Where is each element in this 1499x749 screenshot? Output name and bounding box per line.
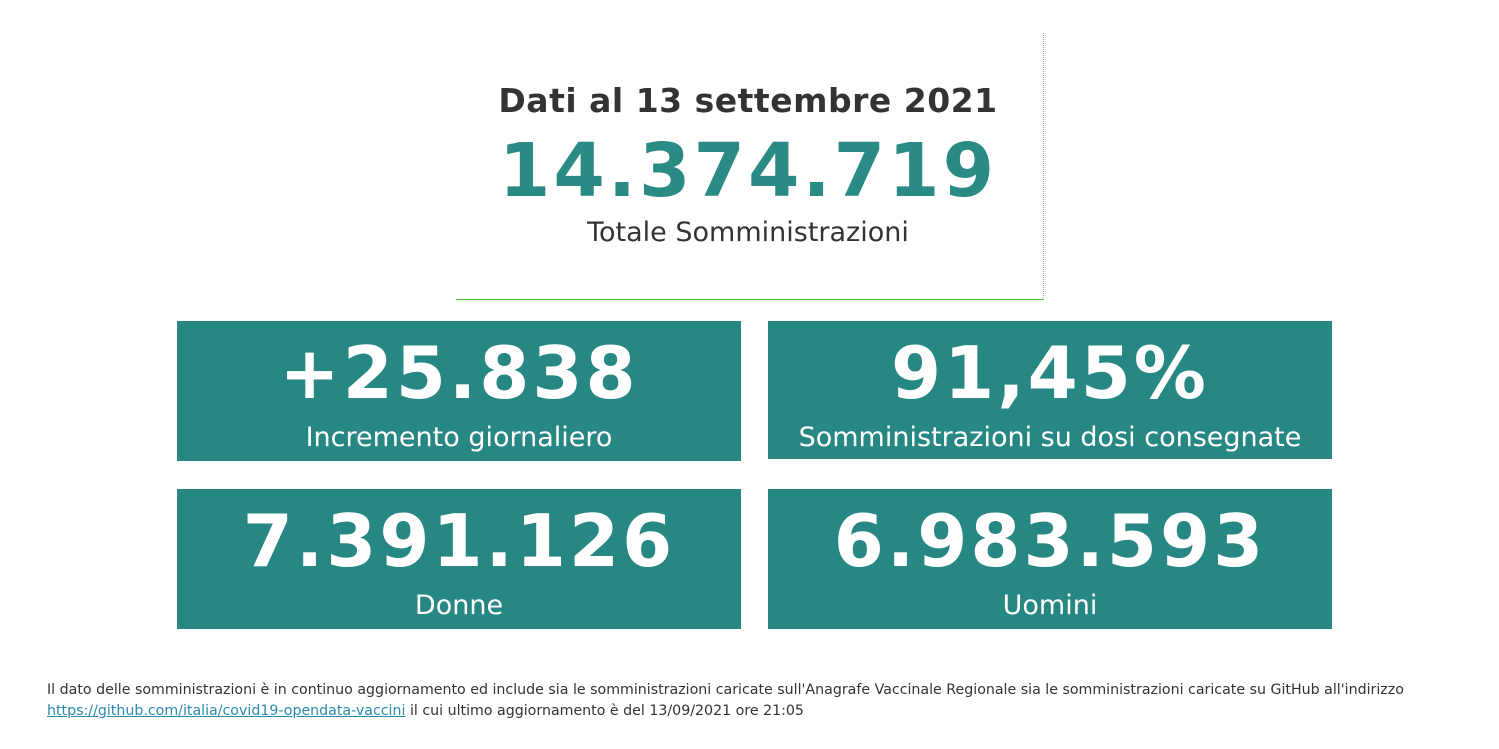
delivered-doses-ratio-card: 91,45% Somministrazioni su dosi consegna… (768, 321, 1332, 459)
delivered-doses-ratio-value: 91,45% (891, 331, 1209, 415)
women-card: 7.391.126 Donne (177, 489, 741, 629)
women-label: Donne (414, 590, 504, 621)
footnote-text-before: Il dato delle somministrazioni è in cont… (47, 682, 1404, 698)
daily-increment-card: +25.838 Incremento giornaliero (177, 321, 741, 461)
data-source-footnote: Il dato delle somministrazioni è in cont… (47, 680, 1487, 722)
daily-increment-value: +25.838 (279, 331, 639, 415)
daily-increment-label: Incremento giornaliero (305, 422, 613, 453)
delivered-doses-ratio-label: Somministrazioni su dosi consegnate (798, 422, 1302, 453)
men-card: 6.983.593 Uomini (768, 489, 1332, 629)
men-value: 6.983.593 (833, 499, 1267, 583)
men-label: Uomini (1002, 590, 1098, 621)
total-administrations-label: Totale Somministrazioni (587, 217, 909, 248)
date-title: Dati al 13 settembre 2021 (498, 81, 998, 120)
github-repository-link[interactable]: https://github.com/italia/covid19-openda… (47, 703, 406, 719)
footnote-text-after: il cui ultimo aggiornamento è del 13/09/… (409, 703, 804, 719)
summary-header: Dati al 13 settembre 2021 14.374.719 Tot… (456, 33, 1044, 300)
women-value: 7.391.126 (242, 499, 676, 583)
total-administrations-value: 14.374.719 (498, 128, 998, 214)
